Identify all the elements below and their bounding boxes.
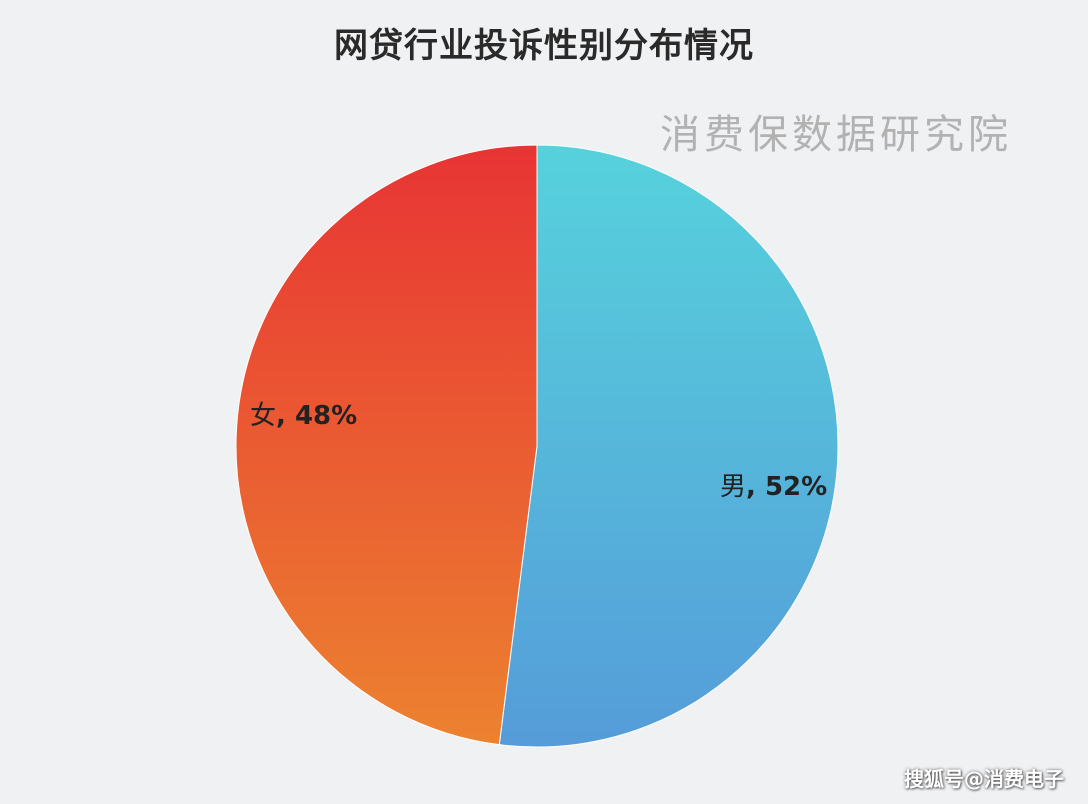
source-credit-watermark: 搜狐号@消费电子 [904, 767, 1064, 791]
slice-label-male: 男, 52% [720, 466, 827, 503]
slice-label-female-separator: , [276, 401, 295, 431]
pie-slice-male [498, 144, 839, 748]
slice-label-female-percent: 48% [294, 401, 358, 431]
pie-slice-female [235, 144, 538, 746]
slice-label-male-name: 男 [720, 472, 747, 502]
slice-label-female-name: 女 [250, 401, 277, 431]
slice-label-female: 女, 48% [250, 395, 357, 432]
chart-title: 网贷行业投诉性别分布情况 [334, 26, 754, 66]
organization-watermark: 消费保数据研究院 [660, 112, 1012, 158]
slice-label-male-percent: 52% [764, 472, 828, 502]
slice-label-male-separator: , [746, 472, 765, 502]
